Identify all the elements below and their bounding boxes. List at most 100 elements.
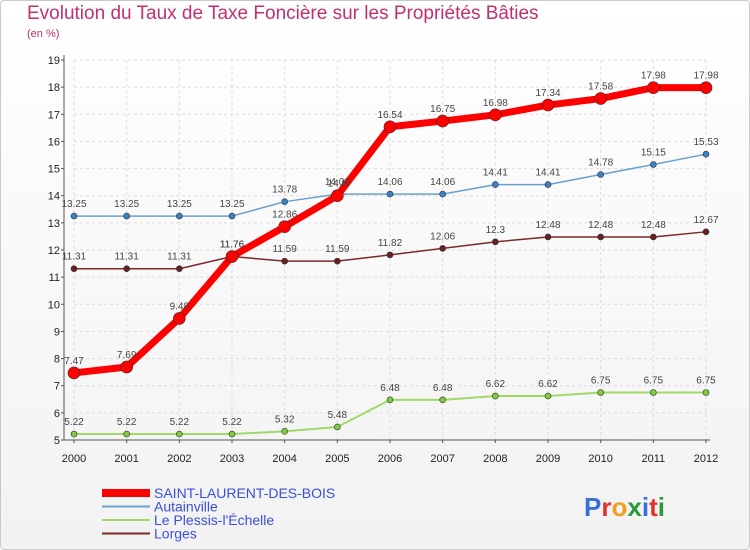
data-point: [334, 423, 341, 431]
y-tick-label: 16: [48, 136, 60, 148]
y-tick-label: 14: [48, 191, 60, 203]
data-point: [173, 312, 186, 325]
legend-label: SAINT-LAURENT-DES-BOIS: [154, 485, 335, 501]
data-label: 13.25: [167, 199, 192, 210]
data-label: 14.41: [483, 168, 508, 179]
data-point: [334, 257, 341, 265]
data-label: 14.41: [535, 168, 560, 179]
legend-label: Lorges: [154, 526, 197, 542]
y-tick-label: 8: [54, 354, 60, 366]
data-label: 5.22: [222, 417, 242, 428]
data-label: 5.22: [170, 417, 190, 428]
data-label: 14.06: [325, 177, 350, 188]
y-tick-label: 11: [49, 272, 60, 284]
data-label: 5.32: [275, 414, 295, 425]
data-label: 5.48: [328, 410, 348, 421]
data-label: 11.82: [378, 238, 403, 249]
y-tick-label: 10: [48, 299, 60, 311]
data-label: 13.25: [219, 199, 244, 210]
x-tick-label: 2001: [114, 453, 138, 465]
y-tick-label: 6: [54, 408, 60, 420]
data-point: [702, 389, 710, 396]
data-point: [383, 120, 397, 134]
data-point: [123, 212, 130, 220]
data-point: [597, 233, 604, 241]
y-tick-label: 12: [48, 245, 60, 257]
data-point: [650, 161, 657, 168]
data-label: 14.78: [588, 158, 613, 169]
data-point: [492, 392, 499, 400]
data-point: [650, 233, 657, 241]
x-tick-label: 2012: [694, 453, 718, 465]
data-label: 12.48: [641, 220, 666, 231]
data-point: [176, 265, 183, 273]
y-tick-label: 7: [54, 381, 60, 393]
data-label: 6.48: [433, 383, 453, 394]
data-label: 13.25: [61, 199, 86, 210]
data-point: [597, 171, 604, 178]
data-label: 5.22: [117, 417, 137, 428]
data-label: 9.48: [170, 301, 190, 312]
data-point: [176, 430, 183, 438]
x-tick-label: 2000: [62, 453, 86, 465]
data-label: 11.59: [325, 244, 350, 255]
data-label: 13.25: [114, 199, 139, 210]
data-label: 6.75: [644, 376, 664, 387]
data-point: [436, 114, 449, 128]
data-label: 15.15: [641, 148, 666, 159]
data-label: 17.98: [693, 71, 718, 82]
data-point: [597, 389, 604, 396]
data-label: 6.62: [538, 379, 558, 390]
data-point: [492, 238, 499, 246]
data-label: 6.62: [486, 379, 506, 390]
data-point: [123, 265, 130, 273]
data-label: 14.06: [377, 177, 402, 188]
data-point: [70, 430, 78, 438]
data-point: [123, 430, 130, 438]
data-point: [386, 396, 394, 404]
proxiti-logo: Proxiti: [584, 492, 665, 522]
data-label: 6.48: [380, 383, 400, 394]
data-point: [281, 257, 288, 265]
data-label: 12.48: [535, 220, 560, 231]
x-tick-label: 2007: [430, 453, 454, 465]
y-tick-label: 9: [54, 326, 60, 338]
data-label: 6.75: [591, 376, 611, 387]
data-point: [281, 198, 288, 205]
y-tick-label: 19: [48, 55, 60, 67]
data-point: [647, 81, 660, 94]
data-point: [67, 366, 81, 380]
data-point: [70, 212, 78, 220]
x-tick-label: 2010: [588, 453, 612, 465]
data-point: [439, 396, 446, 404]
data-label: 11.76: [220, 240, 245, 251]
data-point: [489, 108, 502, 122]
data-point: [699, 81, 713, 94]
data-point: [439, 190, 446, 198]
y-tick-label: 13: [48, 218, 60, 230]
data-label: 12.06: [430, 231, 455, 242]
data-point: [541, 98, 555, 112]
data-point: [702, 150, 710, 158]
data-label: 11.76: [220, 240, 245, 251]
data-point: [544, 181, 552, 188]
data-point: [228, 212, 236, 220]
data-point: [544, 233, 552, 241]
data-point: [492, 181, 499, 188]
data-label: 11.59: [273, 244, 298, 255]
x-tick-label: 2008: [483, 453, 507, 465]
data-point: [70, 265, 78, 273]
y-tick-label: 17: [48, 109, 60, 121]
x-tick-label: 2009: [536, 453, 560, 465]
data-point: [702, 228, 710, 236]
data-label: 5.22: [64, 417, 84, 428]
data-point: [228, 430, 236, 438]
data-point: [176, 212, 183, 220]
data-label: 11.31: [115, 252, 140, 263]
data-point: [650, 389, 657, 396]
chart-subtitle: (en %): [27, 28, 60, 40]
data-label: 16.75: [430, 104, 455, 115]
data-label: 12.86: [272, 210, 297, 221]
y-tick-label: 15: [48, 164, 60, 176]
data-point: [120, 360, 133, 374]
